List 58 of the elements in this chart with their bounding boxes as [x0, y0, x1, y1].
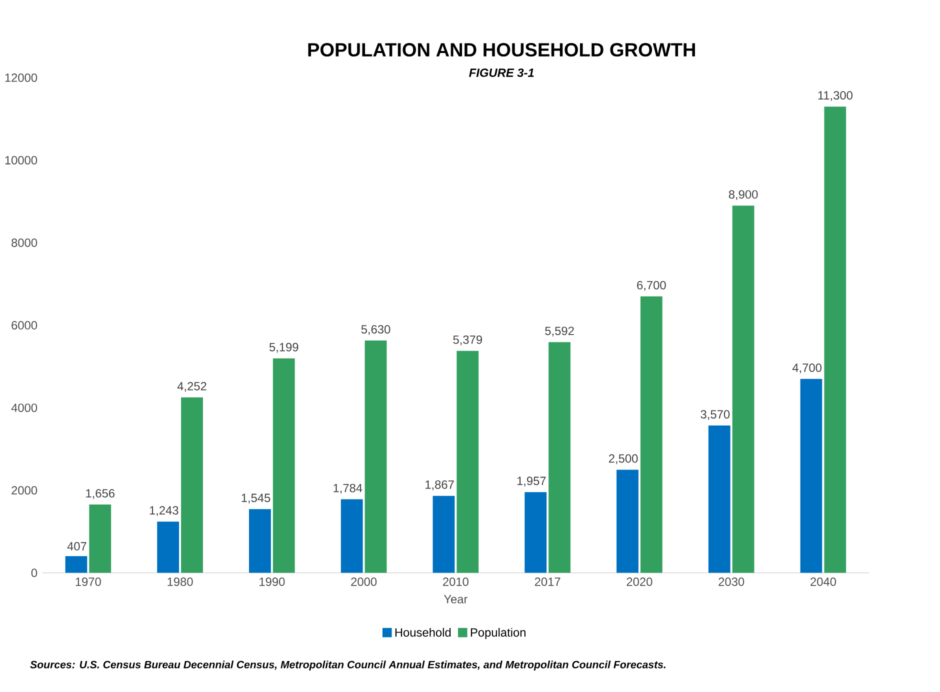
x-tick-label: 2010 — [443, 577, 468, 586]
data-label: 4,252 — [177, 382, 206, 392]
bar — [732, 205, 754, 573]
chart-subtitle: FIGURE 3-1 — [469, 68, 534, 77]
bar — [616, 470, 638, 573]
y-tick-label: 10000 — [5, 156, 38, 164]
bar — [340, 499, 363, 573]
data-label: 5,379 — [453, 335, 482, 346]
bar — [824, 106, 846, 573]
data-label: 1,784 — [334, 484, 362, 494]
data-label: 4,700 — [792, 363, 822, 374]
data-label: 1,545 — [242, 494, 270, 504]
data-label: 1,243 — [150, 506, 178, 516]
data-label: 2,500 — [608, 454, 638, 464]
bar — [272, 358, 295, 573]
bar — [249, 508, 271, 573]
bar — [800, 378, 822, 573]
bar — [524, 492, 547, 573]
y-tick-label: 0 — [31, 568, 38, 577]
source-note: Sources: U.S. Census Bureau Decennial Census, Metropolitan Council Annual Estimates, and Metropolitan Council Forecasts. — [30, 660, 666, 670]
bar — [89, 504, 112, 573]
x-tick-label: 2020 — [626, 577, 652, 586]
y-tick-label: 4000 — [11, 403, 38, 412]
bar — [65, 556, 88, 573]
data-label: 5,199 — [269, 342, 298, 353]
y-tick-label: 6000 — [12, 320, 38, 330]
bar — [640, 296, 662, 573]
y-tick-label: 12000 — [5, 73, 38, 82]
x-tick-label: 1980 — [168, 577, 193, 586]
x-tick-label: 1990 — [260, 577, 285, 586]
bar — [157, 521, 180, 573]
legend-label: Household — [395, 628, 451, 636]
bar — [456, 350, 479, 573]
data-label: 407 — [67, 542, 86, 550]
y-tick-label: 8000 — [12, 238, 38, 247]
data-label: 1,957 — [517, 476, 546, 486]
bar — [364, 340, 387, 573]
x-tick-label: 2000 — [351, 577, 377, 586]
data-label: 8,900 — [728, 190, 758, 200]
data-label: 5,592 — [545, 326, 574, 336]
x-tick-label: 2030 — [718, 577, 744, 586]
chart-title: POPULATION AND HOUSEHOLD GROWTH — [308, 42, 695, 56]
bar — [432, 496, 455, 573]
y-tick-label: 2000 — [12, 486, 38, 494]
data-label: 1,656 — [86, 488, 114, 499]
bar — [181, 397, 203, 573]
x-tick-label: 2040 — [810, 577, 836, 586]
data-label: 3,570 — [700, 410, 730, 420]
data-label: 5,630 — [361, 324, 390, 335]
x-axis-title: Year — [444, 594, 468, 604]
x-tick-label: 2017 — [534, 577, 560, 586]
bar — [708, 425, 730, 573]
legend-label: Population — [470, 628, 526, 639]
data-label: 1,867 — [426, 480, 454, 490]
bar — [548, 342, 570, 573]
x-tick-label: 1970 — [76, 577, 101, 586]
data-label: 6,700 — [637, 280, 666, 291]
data-label: 11,300 — [818, 90, 852, 101]
